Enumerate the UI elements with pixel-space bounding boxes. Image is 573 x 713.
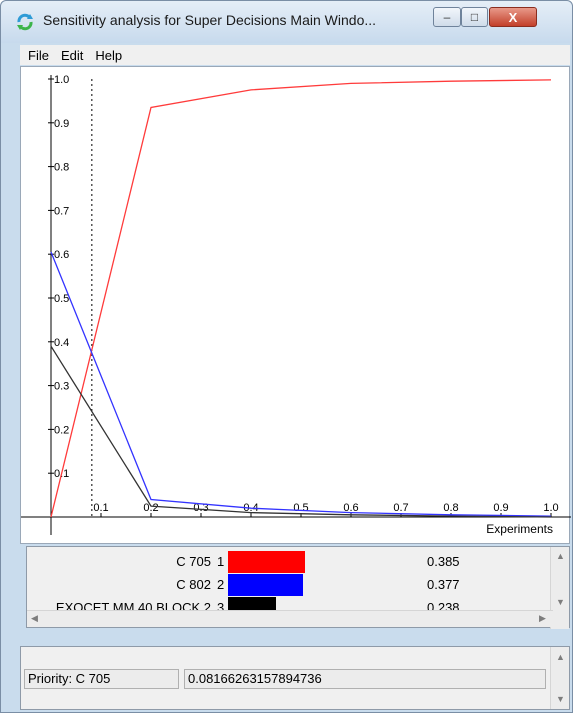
status-scrollbar[interactable]: ▲ ▼ [550, 647, 569, 709]
legend-vertical-scrollbar[interactable]: ▲ ▼ [550, 547, 569, 629]
menu-help[interactable]: Help [95, 47, 123, 63]
close-icon: X [508, 9, 518, 25]
y-tick-label: 0.3 [54, 381, 69, 393]
scroll-up-icon[interactable]: ▲ [556, 652, 565, 662]
y-tick-label: 0.4 [54, 337, 69, 349]
legend-value: 0.385 [427, 554, 460, 569]
x-tick-label: 0.9 [493, 502, 508, 514]
legend-rank: 1 [217, 554, 225, 569]
y-tick-label: 0.5 [54, 293, 69, 305]
legend-value: 0.377 [427, 577, 460, 592]
legend-bar [228, 574, 303, 596]
legend-rank: 2 [217, 577, 225, 592]
series-line [50, 345, 552, 518]
close-button[interactable]: X [489, 7, 537, 27]
sensitivity-chart[interactable]: 0.1 0.2 0.3 0.4 0.5 0.6 0.7 0.8 0.9 1.0 0.1 0.2 0.3 0… [20, 66, 571, 545]
y-tick-label: 0.6 [54, 249, 69, 261]
x-tick-label: 0.7 [393, 502, 408, 514]
legend-bar [228, 551, 305, 573]
x-tick-label: 0.8 [443, 502, 458, 514]
menu-file[interactable]: File [28, 47, 49, 63]
scroll-right-icon[interactable]: ▶ [539, 613, 546, 623]
x-tick-label: 0.2 [143, 502, 158, 514]
series-line [50, 79, 552, 518]
y-tick-label: 1.0 [54, 74, 69, 86]
maximize-button[interactable]: □ [461, 7, 488, 27]
scroll-left-icon[interactable]: ◀ [31, 613, 38, 623]
scroll-up-icon[interactable]: ▲ [556, 551, 565, 561]
menu-bar: File Edit Help [20, 45, 570, 65]
legend-rank: 3 [217, 600, 225, 615]
super-decisions-app-icon [17, 13, 33, 31]
menu-edit[interactable]: Edit [60, 47, 84, 63]
x-tick-label: 0.6 [343, 502, 358, 514]
series-line [50, 251, 552, 517]
maximize-icon: □ [470, 10, 479, 24]
legend-row: C 802 2 0.377 [27, 574, 547, 596]
y-tick-label: 0.9 [54, 118, 69, 130]
title-bar[interactable]: Sensitivity analysis for Super Decisions… [1, 1, 572, 43]
y-tick-label: 0.8 [54, 162, 69, 174]
y-tick-label: 0.7 [54, 205, 69, 217]
legend-row: C 705 1 0.385 [27, 551, 547, 573]
chart-canvas[interactable]: 0.10.20.30.40.50.60.70.80.91.00.1 0.2 0.3 0… [21, 67, 571, 545]
status-panel: Priority: C 705 0.08166263157894736 ▲ ▼ [20, 646, 570, 710]
legend-name: C 802 [176, 577, 211, 592]
x-tick-label: 0.3 [193, 502, 208, 514]
priority-value: 0.08166263157894736 [184, 669, 546, 689]
legend-horizontal-scrollbar[interactable]: ◀ ▶ [27, 610, 553, 627]
minimize-button[interactable]: – [433, 7, 461, 27]
priority-label: Priority: C 705 [24, 669, 179, 689]
window-title: Sensitivity analysis for Super Decisions… [43, 12, 377, 28]
x-axis-label: Experiments [486, 522, 553, 536]
minimize-icon: – [443, 10, 451, 24]
x-tick-label: 0.1 [93, 502, 108, 514]
x-tick-label: 0.5 [293, 502, 308, 514]
alternatives-legend: C 705 1 0.385 C 802 2 0.377 EXOCET MM 40… [26, 546, 570, 629]
scroll-down-icon[interactable]: ▼ [556, 694, 565, 704]
y-tick-label: 0.2 [54, 424, 69, 436]
legend-name: C 705 [176, 554, 211, 569]
x-tick-label: 1.0 [543, 502, 558, 514]
scroll-down-icon[interactable]: ▼ [556, 597, 565, 607]
